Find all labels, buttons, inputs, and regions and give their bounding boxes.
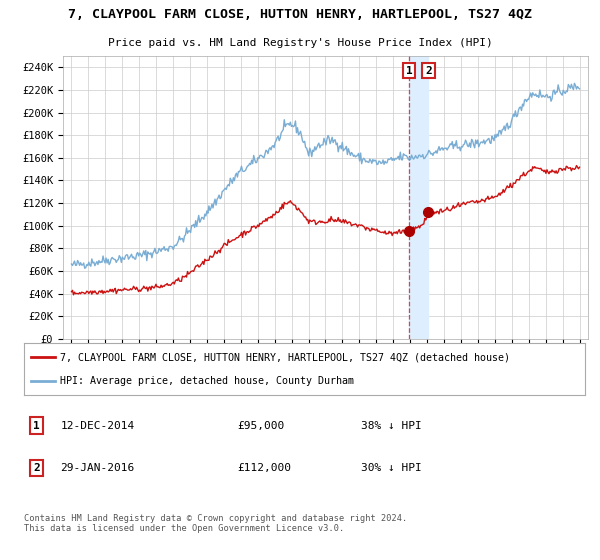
Text: 7, CLAYPOOL FARM CLOSE, HUTTON HENRY, HARTLEPOOL, TS27 4QZ: 7, CLAYPOOL FARM CLOSE, HUTTON HENRY, HA… <box>68 8 532 21</box>
Text: 2: 2 <box>33 463 40 473</box>
Text: Contains HM Land Registry data © Crown copyright and database right 2024.
This d: Contains HM Land Registry data © Crown c… <box>24 514 407 533</box>
Text: £95,000: £95,000 <box>237 421 284 431</box>
Text: 1: 1 <box>406 66 413 76</box>
Text: 12-DEC-2014: 12-DEC-2014 <box>61 421 135 431</box>
Text: 2: 2 <box>425 66 432 76</box>
Text: 29-JAN-2016: 29-JAN-2016 <box>61 463 135 473</box>
Bar <box>409 56 428 339</box>
Text: Price paid vs. HM Land Registry's House Price Index (HPI): Price paid vs. HM Land Registry's House … <box>107 38 493 48</box>
Text: £112,000: £112,000 <box>237 463 291 473</box>
Text: HPI: Average price, detached house, County Durham: HPI: Average price, detached house, Coun… <box>61 376 355 386</box>
Text: 7, CLAYPOOL FARM CLOSE, HUTTON HENRY, HARTLEPOOL, TS27 4QZ (detached house): 7, CLAYPOOL FARM CLOSE, HUTTON HENRY, HA… <box>61 352 511 362</box>
Text: 30% ↓ HPI: 30% ↓ HPI <box>361 463 421 473</box>
Text: 1: 1 <box>33 421 40 431</box>
Text: 38% ↓ HPI: 38% ↓ HPI <box>361 421 421 431</box>
